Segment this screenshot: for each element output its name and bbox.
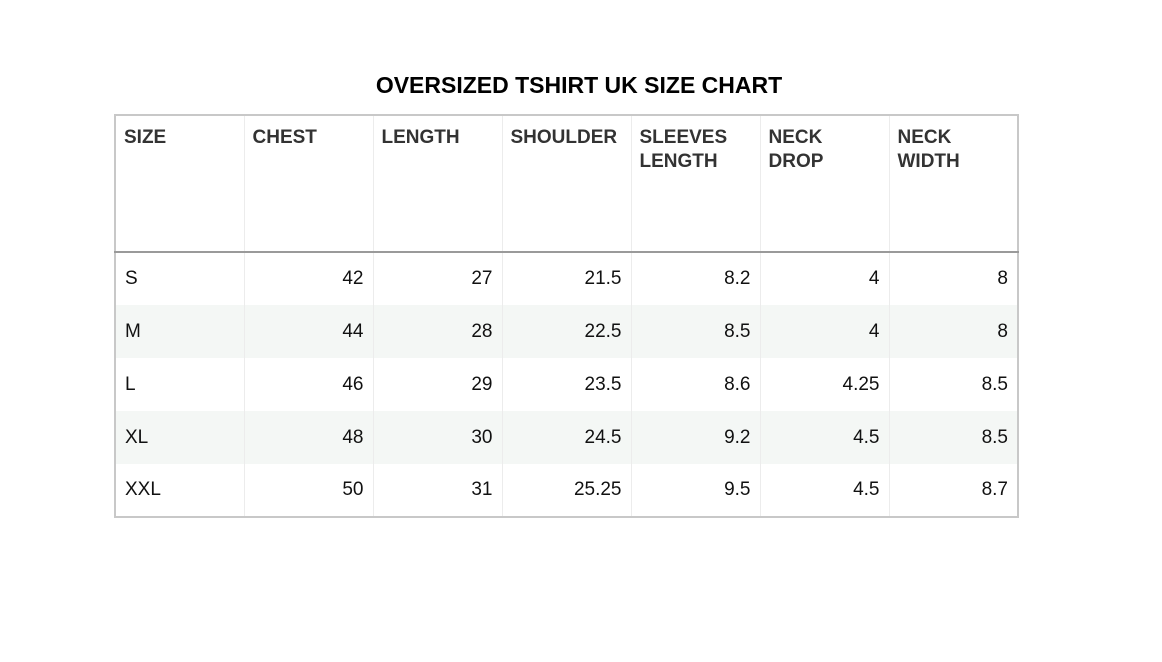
table-cell: 23.5 bbox=[501, 358, 631, 411]
column-header: SIZE bbox=[115, 115, 244, 253]
table-cell: 28 bbox=[372, 305, 502, 358]
table-cell: 8.5 bbox=[630, 305, 760, 358]
table-cell: 46 bbox=[243, 358, 373, 411]
table-cell: 8 bbox=[888, 252, 1018, 305]
table-cell: 8.7 bbox=[888, 464, 1018, 517]
table-cell: 8.5 bbox=[888, 358, 1018, 411]
table-cell: 4.25 bbox=[759, 358, 889, 411]
table-cell: 9.5 bbox=[630, 464, 760, 517]
table-cell: XL bbox=[115, 411, 244, 464]
table-cell: 30 bbox=[372, 411, 502, 464]
table-cell: 4 bbox=[759, 252, 889, 305]
table-cell: 31 bbox=[372, 464, 502, 517]
table-cell: 29 bbox=[372, 358, 502, 411]
header-row: SIZE CHEST LENGTH SHOULDER SLEEVES LENGTH NEC… bbox=[115, 115, 1018, 253]
table-cell: L bbox=[125, 373, 136, 395]
table-cell: 4.5 bbox=[759, 411, 889, 464]
table-cell: 21.5 bbox=[501, 252, 631, 305]
table-cell: 8.6 bbox=[630, 358, 760, 411]
table-cell: 42 bbox=[243, 252, 373, 305]
column-header: CHEST bbox=[243, 115, 373, 253]
table-row: XXL 50 31 25.25 9.5 4.5 8.7 bbox=[115, 464, 1018, 517]
table-cell: XXL bbox=[125, 479, 161, 500]
table-cell: 9.2 bbox=[630, 411, 760, 464]
table-cell: S bbox=[125, 268, 138, 289]
table-row: L 46 29 23.5 8.6 4.25 8.5 bbox=[115, 358, 1018, 411]
table-cell: 8 bbox=[888, 305, 1018, 358]
table-cell: 4.5 bbox=[759, 464, 889, 517]
column-header: NECK DROP bbox=[759, 115, 889, 253]
table-row: S 42 27 21.5 8.2 4 8 bbox=[115, 252, 1018, 305]
column-header: NECK WIDTH bbox=[888, 115, 1018, 253]
page-title: OVERSIZED TSHIRT UK SIZE CHART bbox=[375, 72, 783, 98]
table-row: M 44 28 22.5 8.5 4 8 bbox=[115, 305, 1018, 358]
table-cell: 50 bbox=[243, 464, 373, 517]
table-cell: M bbox=[115, 305, 244, 358]
table-cell: 4 bbox=[759, 305, 889, 358]
table-cell: 48 bbox=[243, 411, 373, 464]
table-cell: 24.5 bbox=[501, 411, 631, 464]
column-header: SLEEVES LENGTH bbox=[630, 115, 760, 253]
table-cell: 44 bbox=[243, 305, 373, 358]
table-cell: 22.5 bbox=[501, 305, 631, 358]
table-cell: 8.2 bbox=[630, 252, 760, 305]
table-cell: 25.25 bbox=[501, 464, 631, 517]
size-chart-table: SIZE CHEST LENGTH SHOULDER SLEEVES LENGTH NEC… bbox=[114, 114, 1019, 518]
table-cell: 8.5 bbox=[888, 411, 1018, 464]
column-header: LENGTH bbox=[372, 115, 502, 253]
table-cell: 27 bbox=[372, 252, 502, 305]
column-header: SHOULDER bbox=[501, 115, 631, 253]
table-row: XL 48 30 24.5 9.2 4.5 8.5 bbox=[115, 411, 1018, 464]
